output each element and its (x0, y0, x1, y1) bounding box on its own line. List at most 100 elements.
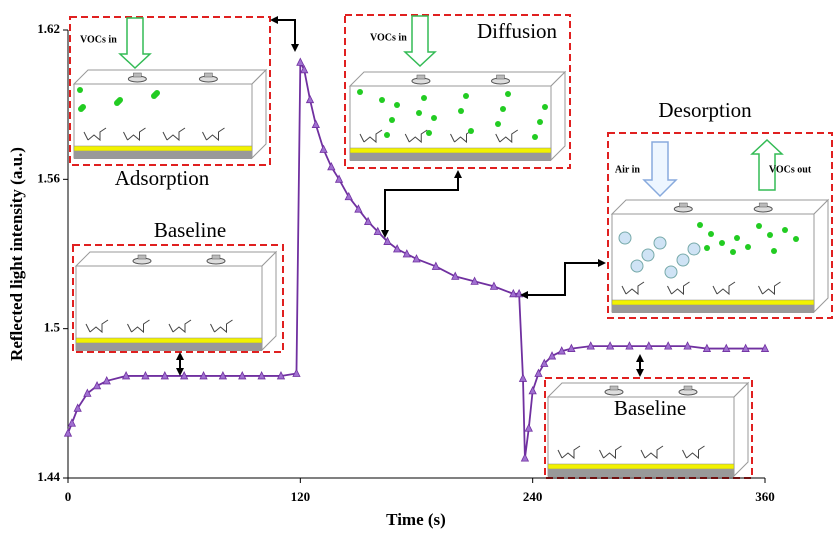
voc-molecule (756, 223, 762, 229)
y-tick-label: 1.62 (37, 21, 60, 36)
inset-label: Diffusion (477, 19, 558, 43)
insets: VOCs in Adsorption VOCs in Diffusion Desorpt… (70, 15, 832, 478)
cell-side (252, 70, 266, 158)
cell-side (262, 252, 276, 350)
voc-molecule (500, 106, 506, 112)
voc-molecule (782, 227, 788, 233)
voc-molecule (719, 240, 725, 246)
inset-label: Baseline (154, 218, 226, 242)
substrate (74, 151, 252, 159)
voc-molecule (495, 121, 501, 127)
cell-top (76, 252, 276, 266)
voc-molecule (542, 104, 548, 110)
voc-molecule (421, 95, 427, 101)
air-bubble (665, 266, 677, 278)
y-tick-label: 1.56 (37, 170, 60, 185)
cell-side (814, 200, 828, 312)
cell-side (734, 383, 748, 476)
voc-molecule (697, 222, 703, 228)
voc-molecule (771, 248, 777, 254)
voc-molecule (458, 108, 464, 114)
data-point (65, 429, 72, 436)
inset-label: Air in (615, 164, 641, 175)
cell-top (350, 72, 565, 86)
voc-molecule (704, 245, 710, 251)
cell-front (76, 266, 262, 350)
x-tick-label: 360 (755, 489, 775, 504)
air-bubble (654, 237, 666, 249)
data-point (68, 419, 75, 426)
substrate (612, 305, 814, 313)
lid-knob-top (679, 203, 687, 207)
voc-molecule (708, 231, 714, 237)
data-point (297, 58, 304, 65)
x-tick-label: 120 (291, 489, 311, 504)
x-tick-label: 240 (523, 489, 543, 504)
air-bubble (631, 260, 643, 272)
data-point (529, 387, 536, 394)
lid-knob-top (204, 73, 212, 77)
air-bubble (619, 232, 631, 244)
lid-knob-top (610, 386, 618, 390)
voc-molecule (745, 244, 751, 250)
y-tick-label: 1.44 (37, 469, 60, 484)
voc-molecule (426, 130, 432, 136)
x-axis-label: Time (s) (386, 510, 446, 529)
voc-molecule (730, 249, 736, 255)
inset-label: VOCs in (80, 34, 117, 45)
gold-layer (548, 464, 734, 469)
data-point (307, 96, 314, 103)
voc-molecule (468, 128, 474, 134)
y-axis-label: Reflected light intensity (a.u.) (7, 147, 26, 361)
data-point (312, 121, 319, 128)
voc-molecule (767, 232, 773, 238)
voc-molecule (80, 104, 86, 110)
chart: VOCs in Adsorption VOCs in Diffusion Desorpt… (0, 0, 835, 534)
inset-label: Adsorption (115, 166, 210, 190)
voc-molecule (463, 93, 469, 99)
voc-molecule (537, 119, 543, 125)
gold-layer (74, 146, 252, 151)
lid-knob-top (212, 255, 220, 259)
voc-molecule (505, 91, 511, 97)
voc-molecule (154, 90, 160, 96)
voc-molecule (389, 117, 395, 123)
cell-side (551, 72, 565, 160)
substrate (76, 343, 262, 351)
lid-knob-top (133, 73, 141, 77)
arrow (522, 263, 604, 295)
voc-molecule (394, 102, 400, 108)
voc-molecule (384, 132, 390, 138)
substrate (350, 153, 551, 161)
inset-label: Desorption (658, 98, 752, 122)
data-point (521, 454, 528, 461)
lid-knob-top (417, 75, 425, 79)
lid-knob-top (684, 386, 692, 390)
data-point (525, 424, 532, 431)
voc-molecule (416, 110, 422, 116)
data-point (519, 374, 526, 381)
lid-knob-top (759, 203, 767, 207)
y-tick-label: 1.5 (44, 320, 61, 335)
air-bubble (688, 243, 700, 255)
gold-layer (76, 338, 262, 343)
inset-label: VOCs in (370, 32, 407, 43)
cell-top (74, 70, 266, 84)
substrate (548, 469, 734, 477)
lid-knob-top (138, 255, 146, 259)
cell-top (612, 200, 828, 214)
voc-molecule (357, 89, 363, 95)
lid-knob-top (497, 75, 505, 79)
inset-label: VOCs out (769, 164, 812, 175)
inset-label: Baseline (614, 396, 686, 420)
air-bubble (642, 249, 654, 261)
voc-molecule (117, 97, 123, 103)
voc-molecule (77, 87, 83, 93)
voc-molecule (431, 115, 437, 121)
voc-molecule (532, 134, 538, 140)
air-bubble (677, 254, 689, 266)
gold-layer (612, 300, 814, 305)
data-point (320, 145, 327, 152)
arrow (385, 172, 458, 236)
gold-layer (350, 148, 551, 153)
